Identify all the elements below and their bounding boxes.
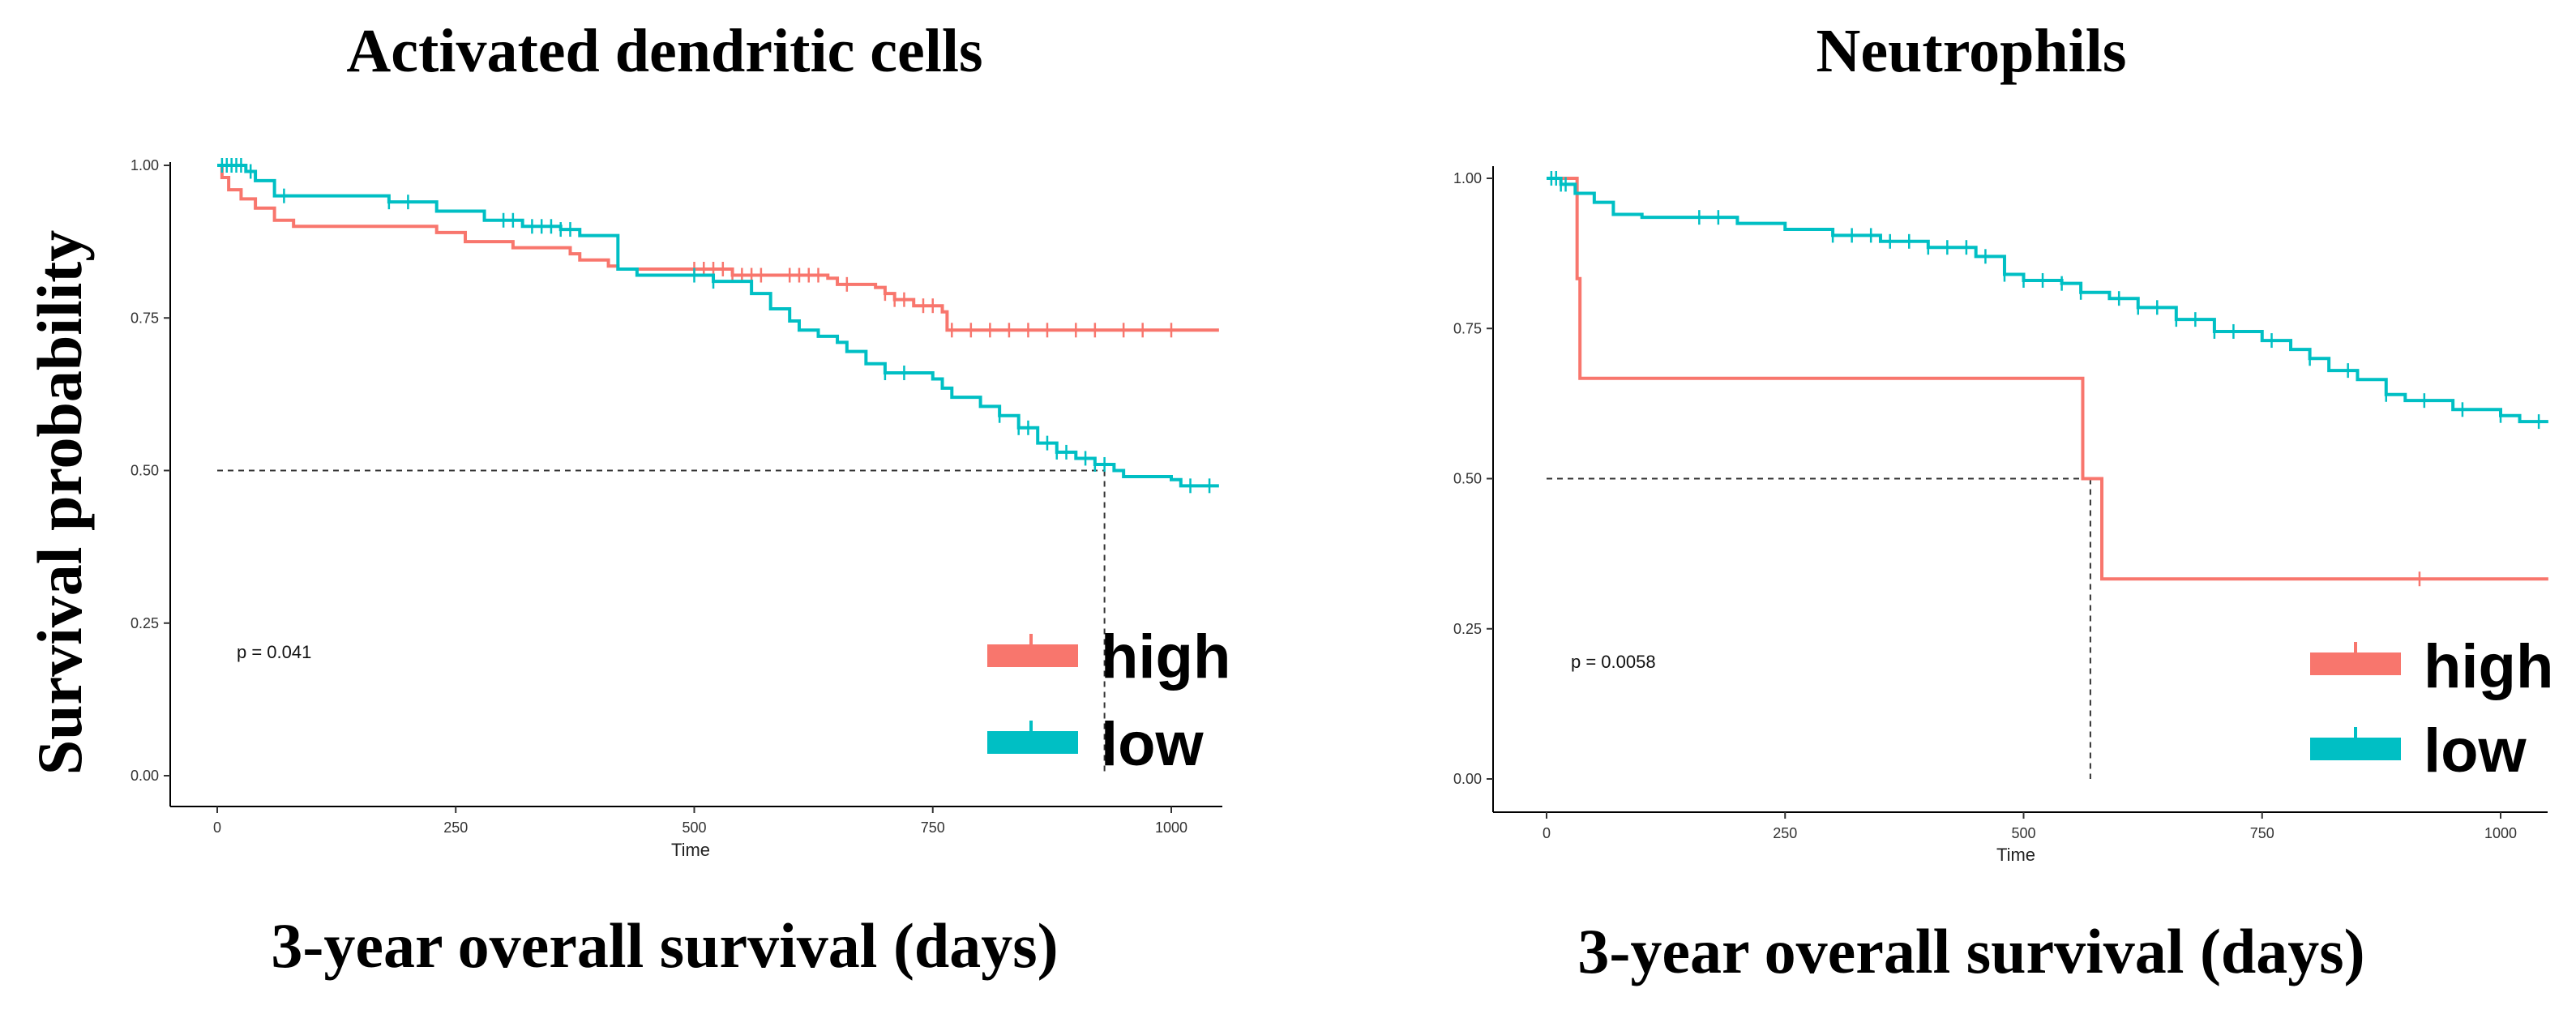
y-tick-label: 0.25 [1453, 621, 1482, 637]
legend-label-high: high [2424, 632, 2553, 701]
chart-title: Neutrophils [1816, 17, 2127, 85]
chart-panel-dendritic: Activated dendritic cells 0.000.250.500.… [131, 17, 1230, 981]
y-tick-label: 0.50 [1453, 471, 1482, 487]
shared-y-axis-label: Survival probability [24, 230, 95, 776]
x-tick-label: 1000 [2484, 825, 2517, 841]
legend: high low [987, 623, 1230, 779]
legend-label-high: high [1101, 623, 1230, 691]
x-axis-caption: 3-year overall survival (days) [271, 910, 1058, 981]
p-value-label: p = 0.041 [237, 642, 311, 662]
x-tick-label: 250 [443, 819, 468, 836]
x-tick-label: 0 [213, 819, 221, 836]
x-tick-label: 750 [921, 819, 945, 836]
plot-area: 0.00 0.25 0.50 0.75 1.00 0 250 500 750 1000 [131, 157, 1222, 836]
x-tick-label: 1000 [1155, 819, 1187, 836]
chart-title: Activated dendritic cells [346, 17, 982, 85]
survival-curve-high [217, 164, 1219, 332]
y-tick-label: 1.00 [1453, 170, 1482, 186]
x-tick-label: 750 [2250, 825, 2274, 841]
y-tick-label: 0.25 [131, 615, 159, 631]
y-tick-label: 0.00 [131, 768, 159, 784]
plot-area: 0.00 0.25 0.50 0.75 1.00 0 250 500 750 1000 [1453, 166, 2548, 841]
survival-curve-low [217, 164, 1219, 488]
legend: high low [2310, 632, 2553, 785]
x-axis-label: Time [671, 840, 710, 860]
x-tick-label: 500 [682, 819, 706, 836]
y-tick-label: 0.50 [131, 463, 159, 479]
y-tick-label: 0.75 [131, 310, 159, 326]
y-tick-label: 0.75 [1453, 320, 1482, 336]
survival-curve-high [1547, 177, 2548, 581]
legend-label-low: low [1101, 710, 1205, 779]
x-tick-label: 250 [1773, 825, 1797, 841]
survival-curve-low [1547, 177, 2548, 424]
x-tick-label: 500 [2011, 825, 2035, 841]
y-tick-label: 1.00 [131, 157, 159, 173]
chart-panel-neutrophils: Neutrophils 0.00 0.25 0.50 0.75 1.00 0 250 500 7… [1453, 17, 2553, 986]
x-axis-caption: 3-year overall survival (days) [1577, 916, 2364, 986]
y-tick-label: 0.00 [1453, 771, 1482, 787]
x-axis-label: Time [1996, 845, 2035, 865]
p-value-label: p = 0.0058 [1571, 652, 1656, 672]
x-tick-label: 0 [1543, 825, 1551, 841]
legend-label-low: low [2424, 717, 2527, 785]
